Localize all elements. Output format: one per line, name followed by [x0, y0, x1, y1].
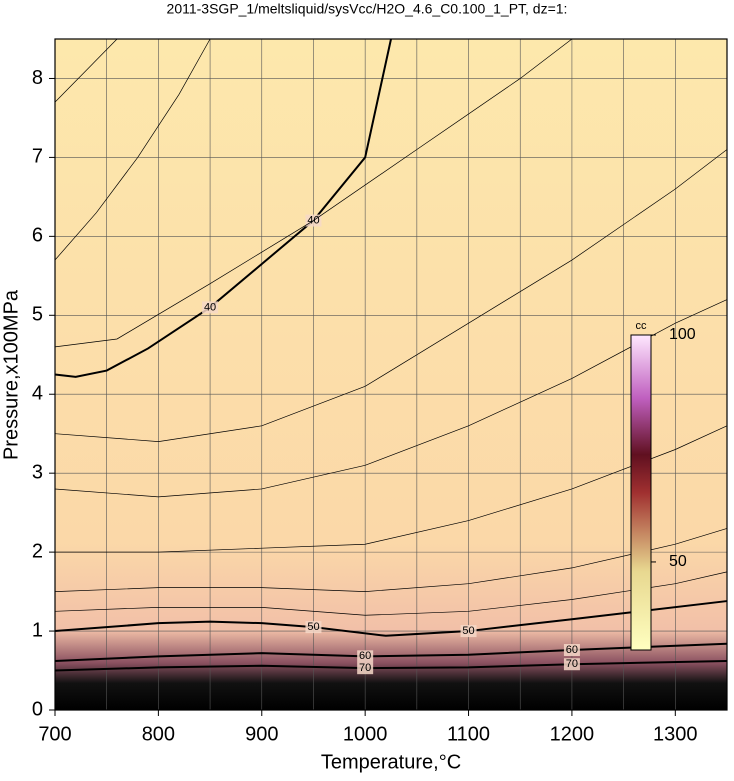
y-tick-label: 0: [32, 698, 43, 720]
contour-label: 40: [204, 301, 216, 313]
contour-label-bg: [357, 650, 374, 663]
contour-line: [54, 38, 211, 261]
x-tick-label: 1300: [653, 723, 698, 745]
contour-label: 60: [359, 650, 371, 662]
x-tick-label: 1100: [447, 723, 490, 745]
colorbar-label: cc: [636, 320, 648, 332]
y-tick-label: 6: [32, 225, 43, 247]
contour-line: [54, 571, 728, 616]
contour-label: 60: [566, 644, 578, 656]
plot-frame: [54, 38, 728, 711]
contour-line: [54, 299, 728, 498]
y-tick-label: 3: [32, 461, 43, 483]
plot-background: [55, 39, 727, 710]
contour-label-bg: [202, 301, 219, 314]
contour-line: [54, 528, 728, 592]
contour-label-bg: [357, 662, 374, 675]
x-tick-label: 1000: [343, 723, 388, 745]
colorbar-tick-label: 50: [669, 553, 687, 570]
y-tick-label: 8: [32, 67, 43, 89]
contour-label: 50: [307, 621, 319, 633]
contour-line: [54, 38, 573, 348]
x-tick-label: 900: [245, 723, 278, 745]
chart-title: 2011-3SGP_1/meltsliquid/sysVcc/H2O_4.6_C…: [167, 1, 568, 17]
y-axis-label: Pressure,x100MPa: [0, 289, 22, 460]
contour-line: [55, 425, 728, 553]
contour-label: 50: [462, 625, 474, 637]
y-tick-label: 5: [32, 304, 43, 326]
contour-line: [54, 149, 728, 442]
contour-label-bg: [563, 658, 580, 671]
x-tick-label: 1200: [550, 723, 595, 745]
colorbar: [630, 334, 652, 651]
contour-line: [54, 38, 118, 103]
y-tick-label: 1: [32, 619, 43, 641]
y-tick-label: 2: [32, 540, 43, 562]
contour-label-bg: [563, 644, 580, 657]
x-axis-label: Temperature,°C: [321, 751, 461, 773]
contour-label-bg: [305, 621, 322, 634]
x-tick-label: 700: [38, 723, 71, 745]
x-tick-label: 800: [142, 723, 175, 745]
y-tick-label: 7: [32, 146, 43, 168]
colorbar-tick-label: 100: [669, 326, 696, 343]
y-tick-label: 4: [32, 383, 43, 405]
contour-label: 70: [566, 658, 578, 670]
contour-label: 70: [359, 662, 371, 674]
contour-label-bg: [460, 625, 477, 638]
